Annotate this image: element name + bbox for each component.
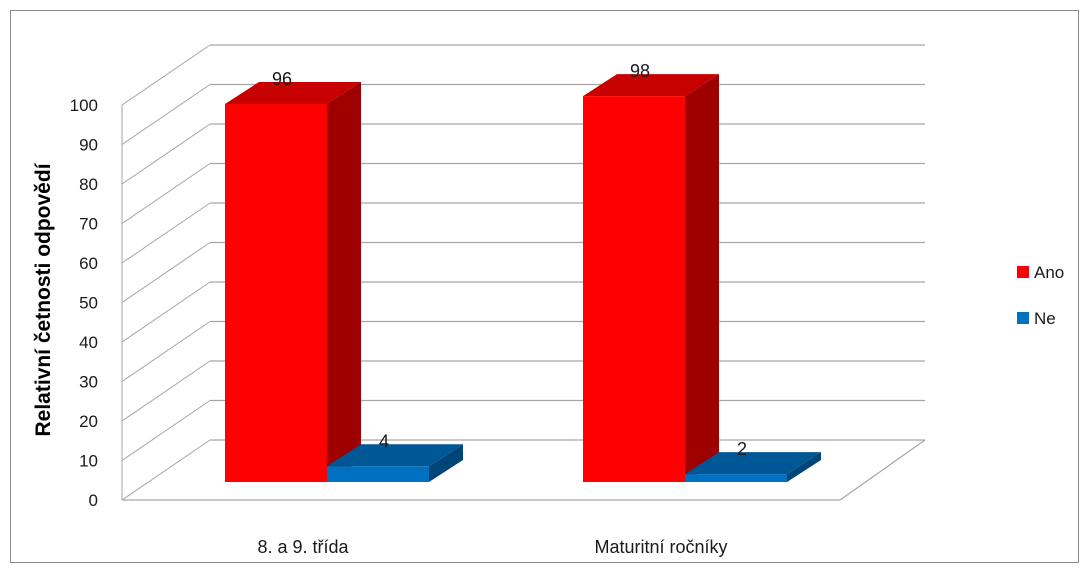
gridline-side — [121, 202, 211, 264]
y-tick-label: 0 — [89, 491, 98, 510]
legend-swatch — [1017, 312, 1029, 324]
bar-top — [685, 452, 821, 475]
bar-side — [429, 444, 463, 482]
gridline-side — [121, 281, 211, 343]
gridline-side — [121, 163, 211, 224]
bar-top — [583, 74, 719, 97]
bar — [327, 466, 429, 482]
floor-outline — [122, 439, 926, 501]
y-tick-label: 90 — [79, 136, 98, 155]
gridline-side — [121, 242, 211, 303]
bar-side — [787, 452, 821, 482]
bar — [685, 474, 787, 482]
y-tick-label: 30 — [79, 373, 98, 392]
data-label: 4 — [379, 431, 389, 451]
legend-label: Ano — [1034, 263, 1064, 282]
data-label: 96 — [272, 69, 292, 89]
chart-frame — [10, 10, 1079, 563]
gridline-side — [121, 360, 211, 422]
legend-label: Ne — [1034, 309, 1056, 328]
y-tick-label: 60 — [79, 254, 98, 273]
y-tick-label: 100 — [70, 96, 98, 115]
gridline-side — [121, 400, 211, 461]
legend-swatch — [1017, 266, 1029, 278]
bar — [225, 104, 327, 482]
y-tick-label: 20 — [79, 412, 98, 431]
x-category-label: Maturitní ročníky — [594, 537, 727, 557]
gridline-side — [121, 44, 211, 106]
x-category-label: 8. a 9. třída — [257, 537, 349, 557]
y-tick-label: 80 — [79, 175, 98, 194]
bar-side — [327, 82, 361, 482]
data-label: 98 — [630, 61, 650, 81]
y-tick-label: 40 — [79, 333, 98, 352]
gridline-side — [121, 321, 211, 382]
y-tick-label: 10 — [79, 452, 98, 471]
bar-top — [225, 82, 361, 104]
gridline-side — [121, 439, 211, 501]
data-label: 2 — [737, 439, 747, 459]
gridline-side — [121, 123, 211, 185]
bar-side — [685, 74, 719, 482]
y-axis-title: Relativní četnosti odpovědí — [32, 162, 55, 436]
y-tick-label: 50 — [79, 294, 98, 313]
y-tick-label: 70 — [79, 215, 98, 234]
bar — [583, 96, 685, 482]
bar-top — [327, 444, 463, 467]
gridline-side — [121, 84, 211, 145]
